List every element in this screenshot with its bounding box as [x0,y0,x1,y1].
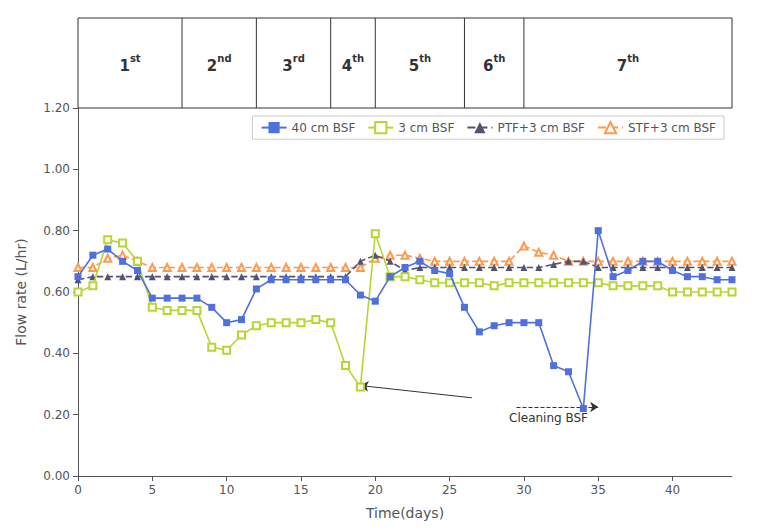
svg-text:Time(days): Time(days) [365,505,444,521]
svg-text:7: 7 [617,57,627,75]
svg-text:0.40: 0.40 [43,346,70,360]
svg-text:3 cm BSF: 3 cm BSF [398,121,454,135]
svg-text:30: 30 [516,483,531,497]
svg-text:th: th [493,53,505,64]
svg-text:4: 4 [342,57,352,75]
svg-text:Cleaning BSF: Cleaning BSF [509,411,588,425]
svg-text:25: 25 [442,483,457,497]
svg-text:rd: rd [293,53,305,64]
svg-text:6: 6 [483,57,493,75]
svg-text:1: 1 [119,57,129,75]
svg-text:Flow rate (L/hr): Flow rate (L/hr) [13,238,29,345]
svg-text:1.00: 1.00 [43,162,70,176]
svg-text:5: 5 [148,483,156,497]
svg-text:2: 2 [207,57,217,75]
svg-text:3: 3 [282,57,292,75]
svg-text:PTF+3 cm BSF: PTF+3 cm BSF [497,121,585,135]
svg-text:10: 10 [219,483,234,497]
svg-text:0.00: 0.00 [43,469,70,483]
svg-text:0: 0 [74,483,82,497]
svg-text:STF+3 cm BSF: STF+3 cm BSF [628,121,716,135]
svg-text:35: 35 [591,483,606,497]
svg-text:0.60: 0.60 [43,285,70,299]
svg-text:th: th [627,53,639,64]
svg-text:40 cm BSF: 40 cm BSF [292,121,356,135]
svg-text:0.80: 0.80 [43,224,70,238]
svg-text:st: st [130,53,141,64]
svg-text:40: 40 [665,483,680,497]
svg-text:th: th [419,53,431,64]
svg-text:20: 20 [368,483,383,497]
svg-text:th: th [352,53,364,64]
svg-text:nd: nd [217,53,231,64]
svg-text:5: 5 [409,57,419,75]
svg-text:15: 15 [293,483,308,497]
svg-text:1.20: 1.20 [43,101,70,115]
svg-text:0.20: 0.20 [43,408,70,422]
